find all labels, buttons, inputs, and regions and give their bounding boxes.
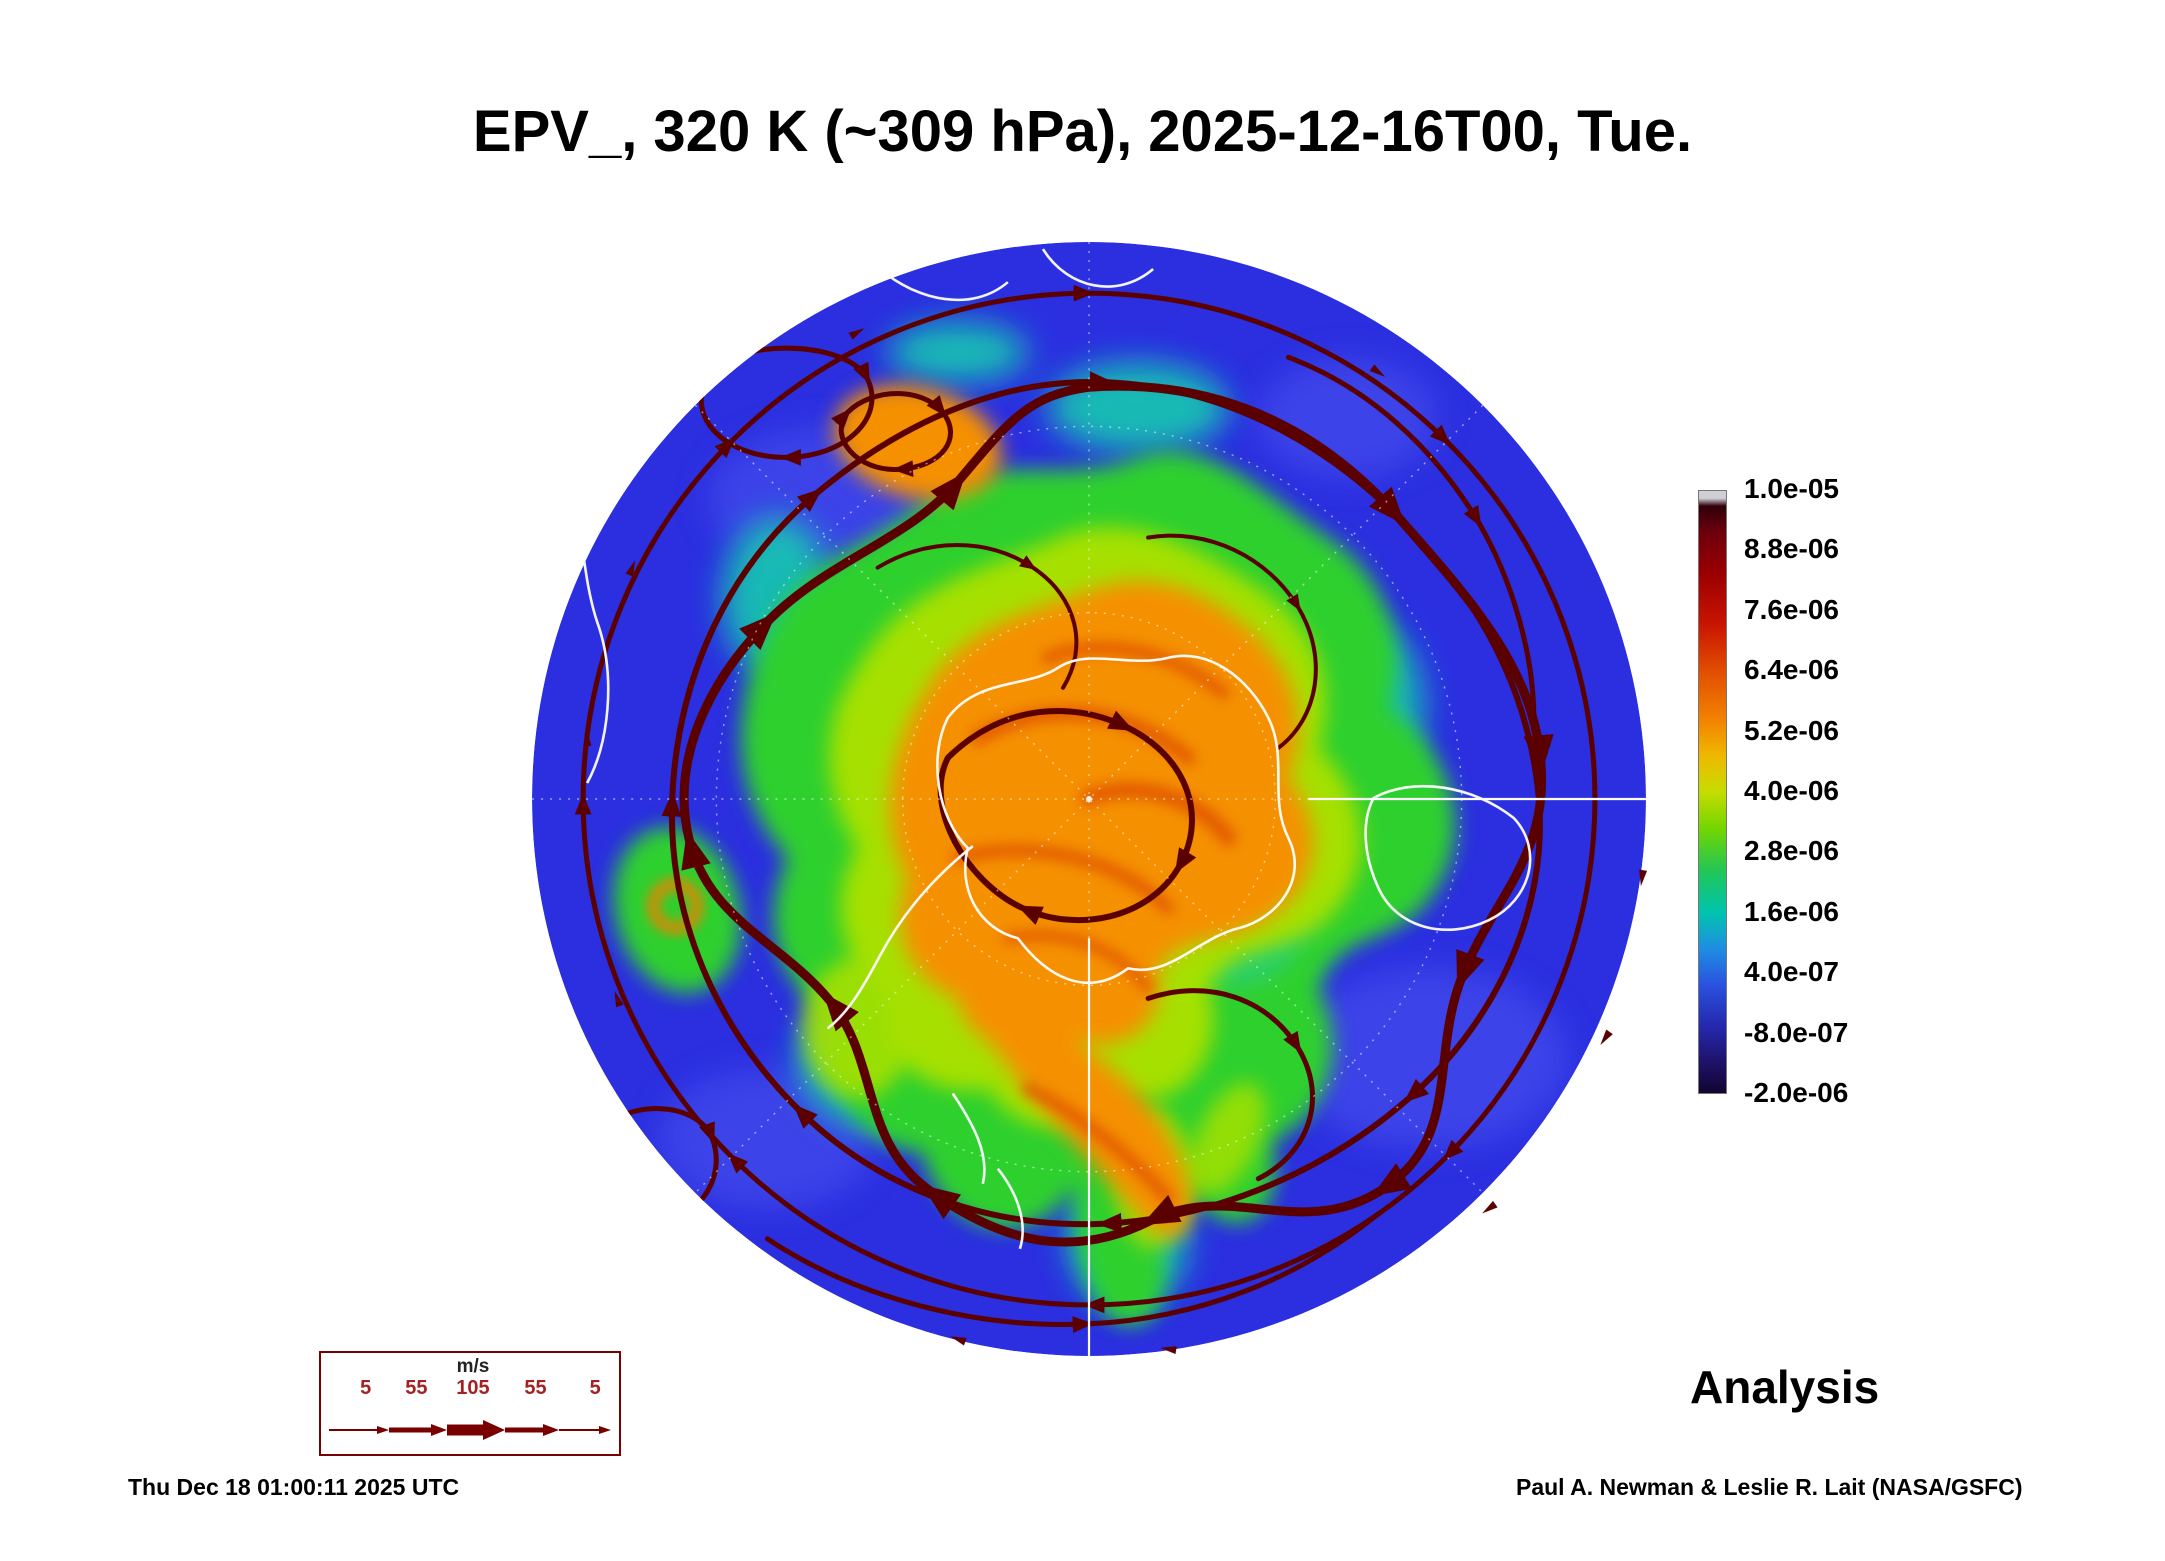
wind-arrow-icon	[329, 1420, 611, 1440]
wind-speed-label: 105	[456, 1377, 490, 1399]
colorbar-tick: 6.4e-06	[1744, 654, 1839, 686]
wind-speed-label: 5	[589, 1377, 601, 1399]
colorbar-tick: 1.6e-06	[1744, 895, 1839, 927]
colorbar-gradient	[1698, 490, 1727, 1094]
colorbar-tick-labels: 1.0e-05 8.8e-06 7.6e-06 6.4e-06 5.2e-06 …	[1744, 474, 1848, 1108]
coastlines	[553, 248, 1532, 1250]
colorbar-tick: 5.2e-06	[1744, 714, 1839, 746]
meridian-lines	[1087, 797, 1646, 1356]
pole-marker	[1085, 795, 1093, 803]
colorbar: 1.0e-05 8.8e-06 7.6e-06 6.4e-06 5.2e-06 …	[1698, 474, 1928, 1107]
analysis-label: Analysis	[1690, 1361, 1880, 1413]
epv-globe-graphic	[532, 242, 1648, 1356]
wind-speed-label: 55	[405, 1377, 428, 1399]
colorbar-tick: -2.0e-06	[1744, 1076, 1849, 1108]
generation-timestamp: Thu Dec 18 01:00:11 2025 UTC	[128, 1474, 460, 1500]
wind-speed-label: 55	[524, 1377, 547, 1399]
plot-title: EPV_, 320 K (~309 hPa), 2025-12-16T00, T…	[472, 99, 1693, 164]
colorbar-tick: 8.8e-06	[1744, 533, 1839, 565]
wind-units-label: m/s	[456, 1356, 490, 1377]
author-credit: Paul A. Newman & Leslie R. Lait (NASA/GS…	[1516, 1474, 2023, 1500]
colorbar-tick: 4.0e-06	[1744, 774, 1839, 806]
wind-speed-legend: m/s 5 55 105 55 5	[319, 1351, 621, 1456]
wind-streamlines	[574, 284, 1598, 1334]
colorbar-tick: -8.0e-07	[1744, 1016, 1849, 1048]
colorbar-tick: 1.0e-05	[1744, 473, 1839, 504]
colorbar-tick: 2.8e-06	[1744, 835, 1839, 867]
wind-speed-values: 5 55 105 55 5	[321, 1377, 619, 1401]
epv-map	[527, 237, 1651, 1361]
colorbar-tick: 4.0e-07	[1744, 956, 1839, 988]
rim-arrow-icons	[583, 328, 1648, 1355]
wind-speed-label: 5	[360, 1377, 372, 1399]
colorbar-tick: 7.6e-06	[1744, 593, 1839, 625]
